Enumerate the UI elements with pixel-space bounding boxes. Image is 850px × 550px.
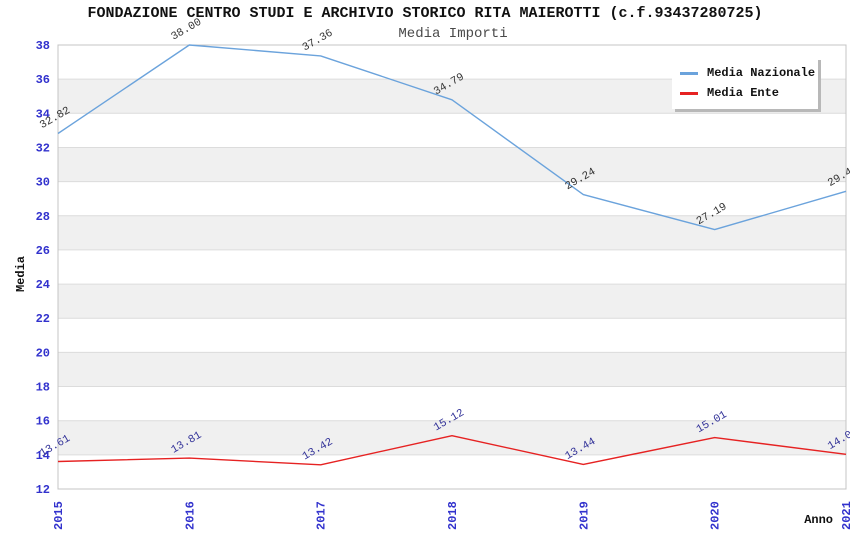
y-tick-label: 12	[36, 483, 50, 497]
legend-item-media-nazionale: Media Nazionale	[680, 63, 818, 83]
x-tick-label: 2019	[577, 501, 591, 530]
y-tick-label: 32	[36, 141, 50, 155]
y-tick-label: 22	[36, 312, 50, 326]
grid-band	[58, 215, 846, 250]
x-tick-label: 2017	[315, 501, 329, 530]
legend-label-media-ente: Media Ente	[707, 86, 780, 100]
x-tick-label: 2016	[183, 501, 197, 530]
x-tick-label: 2018	[446, 501, 460, 530]
y-tick-label: 28	[36, 210, 50, 224]
y-tick-label: 24	[36, 278, 50, 292]
y-tick-label: 30	[36, 176, 50, 190]
y-tick-label: 34	[36, 107, 50, 121]
y-tick-label: 14	[36, 449, 50, 463]
y-tick-label: 36	[36, 73, 50, 87]
x-tick-label: 2021	[840, 501, 850, 530]
series-line-media-nazionale	[57, 44, 847, 231]
series-line-media-ente	[57, 435, 847, 466]
legend-item-media-ente: Media Ente	[680, 83, 818, 103]
y-tick-label: 20	[36, 346, 50, 360]
y-tick-label: 18	[36, 381, 50, 395]
legend: Media Nazionale Media Ente	[672, 57, 818, 109]
y-tick-label: 26	[36, 244, 50, 258]
data-label: 38.00	[169, 17, 204, 44]
y-tick-label: 38	[36, 39, 50, 53]
data-label: 37.36	[301, 27, 336, 54]
media-ente-line-marker	[680, 91, 698, 95]
chart-title: FONDAZIONE CENTRO STUDI E ARCHIVIO STORI…	[87, 5, 763, 22]
y-axis-title: Media	[14, 256, 28, 293]
grid-band	[58, 147, 846, 182]
plot-border	[57, 44, 847, 490]
y-tick-label: 16	[36, 415, 50, 429]
legend-label-media-nazionale: Media Nazionale	[707, 66, 816, 80]
x-tick-label: 2015	[52, 501, 66, 530]
grid-band	[58, 352, 846, 387]
x-axis-title: Anno	[804, 513, 833, 527]
media-nazionale-line-marker	[680, 71, 698, 75]
chart-subtitle: Media Importi	[398, 26, 508, 42]
x-tick-label: 2020	[709, 501, 723, 530]
grid-band	[58, 284, 846, 319]
